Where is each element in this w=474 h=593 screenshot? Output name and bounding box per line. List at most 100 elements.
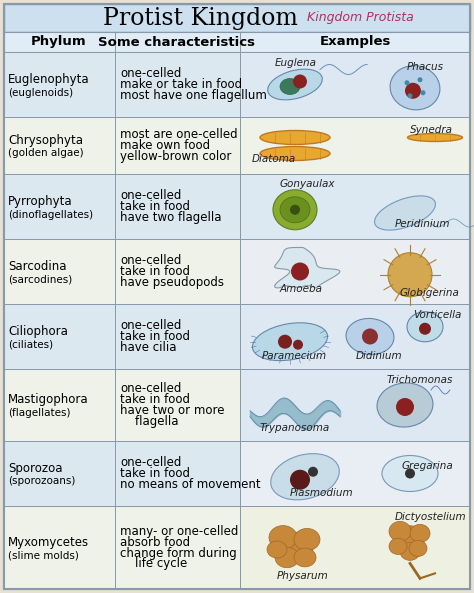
- Text: Didinium: Didinium: [356, 351, 402, 361]
- Ellipse shape: [269, 525, 297, 549]
- Text: Plasmodium: Plasmodium: [290, 488, 354, 498]
- Ellipse shape: [293, 75, 307, 88]
- Ellipse shape: [278, 334, 292, 349]
- Text: (ciliates): (ciliates): [8, 340, 53, 349]
- Text: Euglena: Euglena: [275, 58, 317, 68]
- Ellipse shape: [405, 83, 421, 99]
- Ellipse shape: [374, 196, 436, 230]
- Ellipse shape: [409, 540, 427, 556]
- Text: Amoeba: Amoeba: [280, 284, 323, 294]
- Bar: [4, 32, 470, 52]
- Text: (slime molds): (slime molds): [8, 550, 79, 560]
- Bar: [4, 506, 470, 589]
- Text: change form during: change form during: [120, 547, 237, 560]
- Text: Sporozoa: Sporozoa: [8, 462, 63, 475]
- Ellipse shape: [275, 547, 299, 568]
- Ellipse shape: [396, 526, 424, 551]
- Ellipse shape: [407, 312, 443, 342]
- Bar: [240, 506, 470, 589]
- Ellipse shape: [408, 133, 463, 142]
- Text: Some characteristics: Some characteristics: [99, 36, 255, 49]
- Text: Euglenophyta: Euglenophyta: [8, 73, 90, 86]
- Bar: [240, 304, 470, 369]
- Text: Sarcodina: Sarcodina: [8, 260, 66, 273]
- Bar: [4, 117, 470, 174]
- Ellipse shape: [377, 383, 433, 427]
- Ellipse shape: [418, 77, 422, 82]
- Text: take in food: take in food: [120, 200, 190, 213]
- Text: Phacus: Phacus: [407, 62, 444, 72]
- Ellipse shape: [390, 66, 440, 110]
- Ellipse shape: [308, 467, 318, 477]
- Text: flagella: flagella: [120, 415, 179, 428]
- Text: most are one-celled: most are one-celled: [120, 128, 237, 141]
- Ellipse shape: [396, 398, 414, 416]
- Ellipse shape: [400, 543, 420, 560]
- Bar: [240, 441, 470, 506]
- Text: absorb food: absorb food: [120, 535, 190, 549]
- Text: Trypanosoma: Trypanosoma: [260, 423, 330, 433]
- Text: yellow-brown color: yellow-brown color: [120, 150, 231, 163]
- Text: Trichomonas: Trichomonas: [387, 375, 453, 385]
- Text: Dictyostelium: Dictyostelium: [395, 512, 466, 522]
- Text: Physarum: Physarum: [277, 571, 329, 581]
- Ellipse shape: [389, 521, 411, 541]
- Bar: [4, 304, 470, 369]
- Text: Ciliophora: Ciliophora: [8, 325, 68, 338]
- Text: Gregarina: Gregarina: [402, 461, 454, 471]
- Text: (golden algae): (golden algae): [8, 148, 83, 158]
- Ellipse shape: [267, 541, 287, 558]
- Text: have cilia: have cilia: [120, 341, 176, 354]
- Text: many- or one-celled: many- or one-celled: [120, 524, 238, 537]
- Bar: [240, 369, 470, 441]
- Text: Paramecium: Paramecium: [262, 351, 327, 361]
- Bar: [240, 174, 470, 239]
- Ellipse shape: [410, 524, 430, 543]
- Text: Protist Kingdom: Protist Kingdom: [102, 7, 298, 30]
- Bar: [4, 52, 470, 117]
- Text: (flagellates): (flagellates): [8, 408, 71, 418]
- Ellipse shape: [346, 318, 394, 355]
- Text: Globigerina: Globigerina: [400, 288, 460, 298]
- Text: (sporozoans): (sporozoans): [8, 477, 75, 486]
- Ellipse shape: [388, 253, 432, 296]
- Text: have two or more: have two or more: [120, 404, 225, 417]
- Ellipse shape: [293, 340, 303, 350]
- Text: one-celled: one-celled: [120, 456, 182, 469]
- Ellipse shape: [260, 146, 330, 161]
- Ellipse shape: [294, 528, 320, 550]
- Bar: [240, 239, 470, 304]
- Text: most have one flagellum: most have one flagellum: [120, 89, 267, 102]
- Text: Pyrrophyta: Pyrrophyta: [8, 195, 73, 208]
- Ellipse shape: [280, 78, 300, 94]
- Text: (sarcodines): (sarcodines): [8, 275, 72, 285]
- Text: Examples: Examples: [319, 36, 391, 49]
- Text: Peridinium: Peridinium: [395, 219, 450, 229]
- Text: (euglenoids): (euglenoids): [8, 88, 73, 97]
- Bar: [4, 4, 470, 32]
- Ellipse shape: [408, 93, 412, 98]
- Text: take in food: take in food: [120, 393, 190, 406]
- Text: make own food: make own food: [120, 139, 210, 152]
- Text: Phylum: Phylum: [31, 36, 87, 49]
- Ellipse shape: [271, 454, 339, 500]
- Text: Synedra: Synedra: [410, 125, 453, 135]
- Bar: [4, 441, 470, 506]
- Ellipse shape: [273, 190, 317, 229]
- Text: take in food: take in food: [120, 467, 190, 480]
- Text: life cycle: life cycle: [120, 557, 187, 570]
- Text: have two flagella: have two flagella: [120, 211, 221, 224]
- Text: Kingdom Protista: Kingdom Protista: [307, 11, 413, 24]
- Text: no means of movement: no means of movement: [120, 478, 261, 491]
- Ellipse shape: [290, 205, 300, 215]
- Text: Vorticella: Vorticella: [413, 310, 461, 320]
- Text: take in food: take in food: [120, 330, 190, 343]
- Ellipse shape: [419, 323, 431, 335]
- Bar: [240, 52, 470, 117]
- Bar: [4, 174, 470, 239]
- Text: one-celled: one-celled: [120, 319, 182, 332]
- Bar: [4, 239, 470, 304]
- Text: Myxomycetes: Myxomycetes: [8, 536, 89, 549]
- Bar: [240, 117, 470, 174]
- Ellipse shape: [290, 470, 310, 490]
